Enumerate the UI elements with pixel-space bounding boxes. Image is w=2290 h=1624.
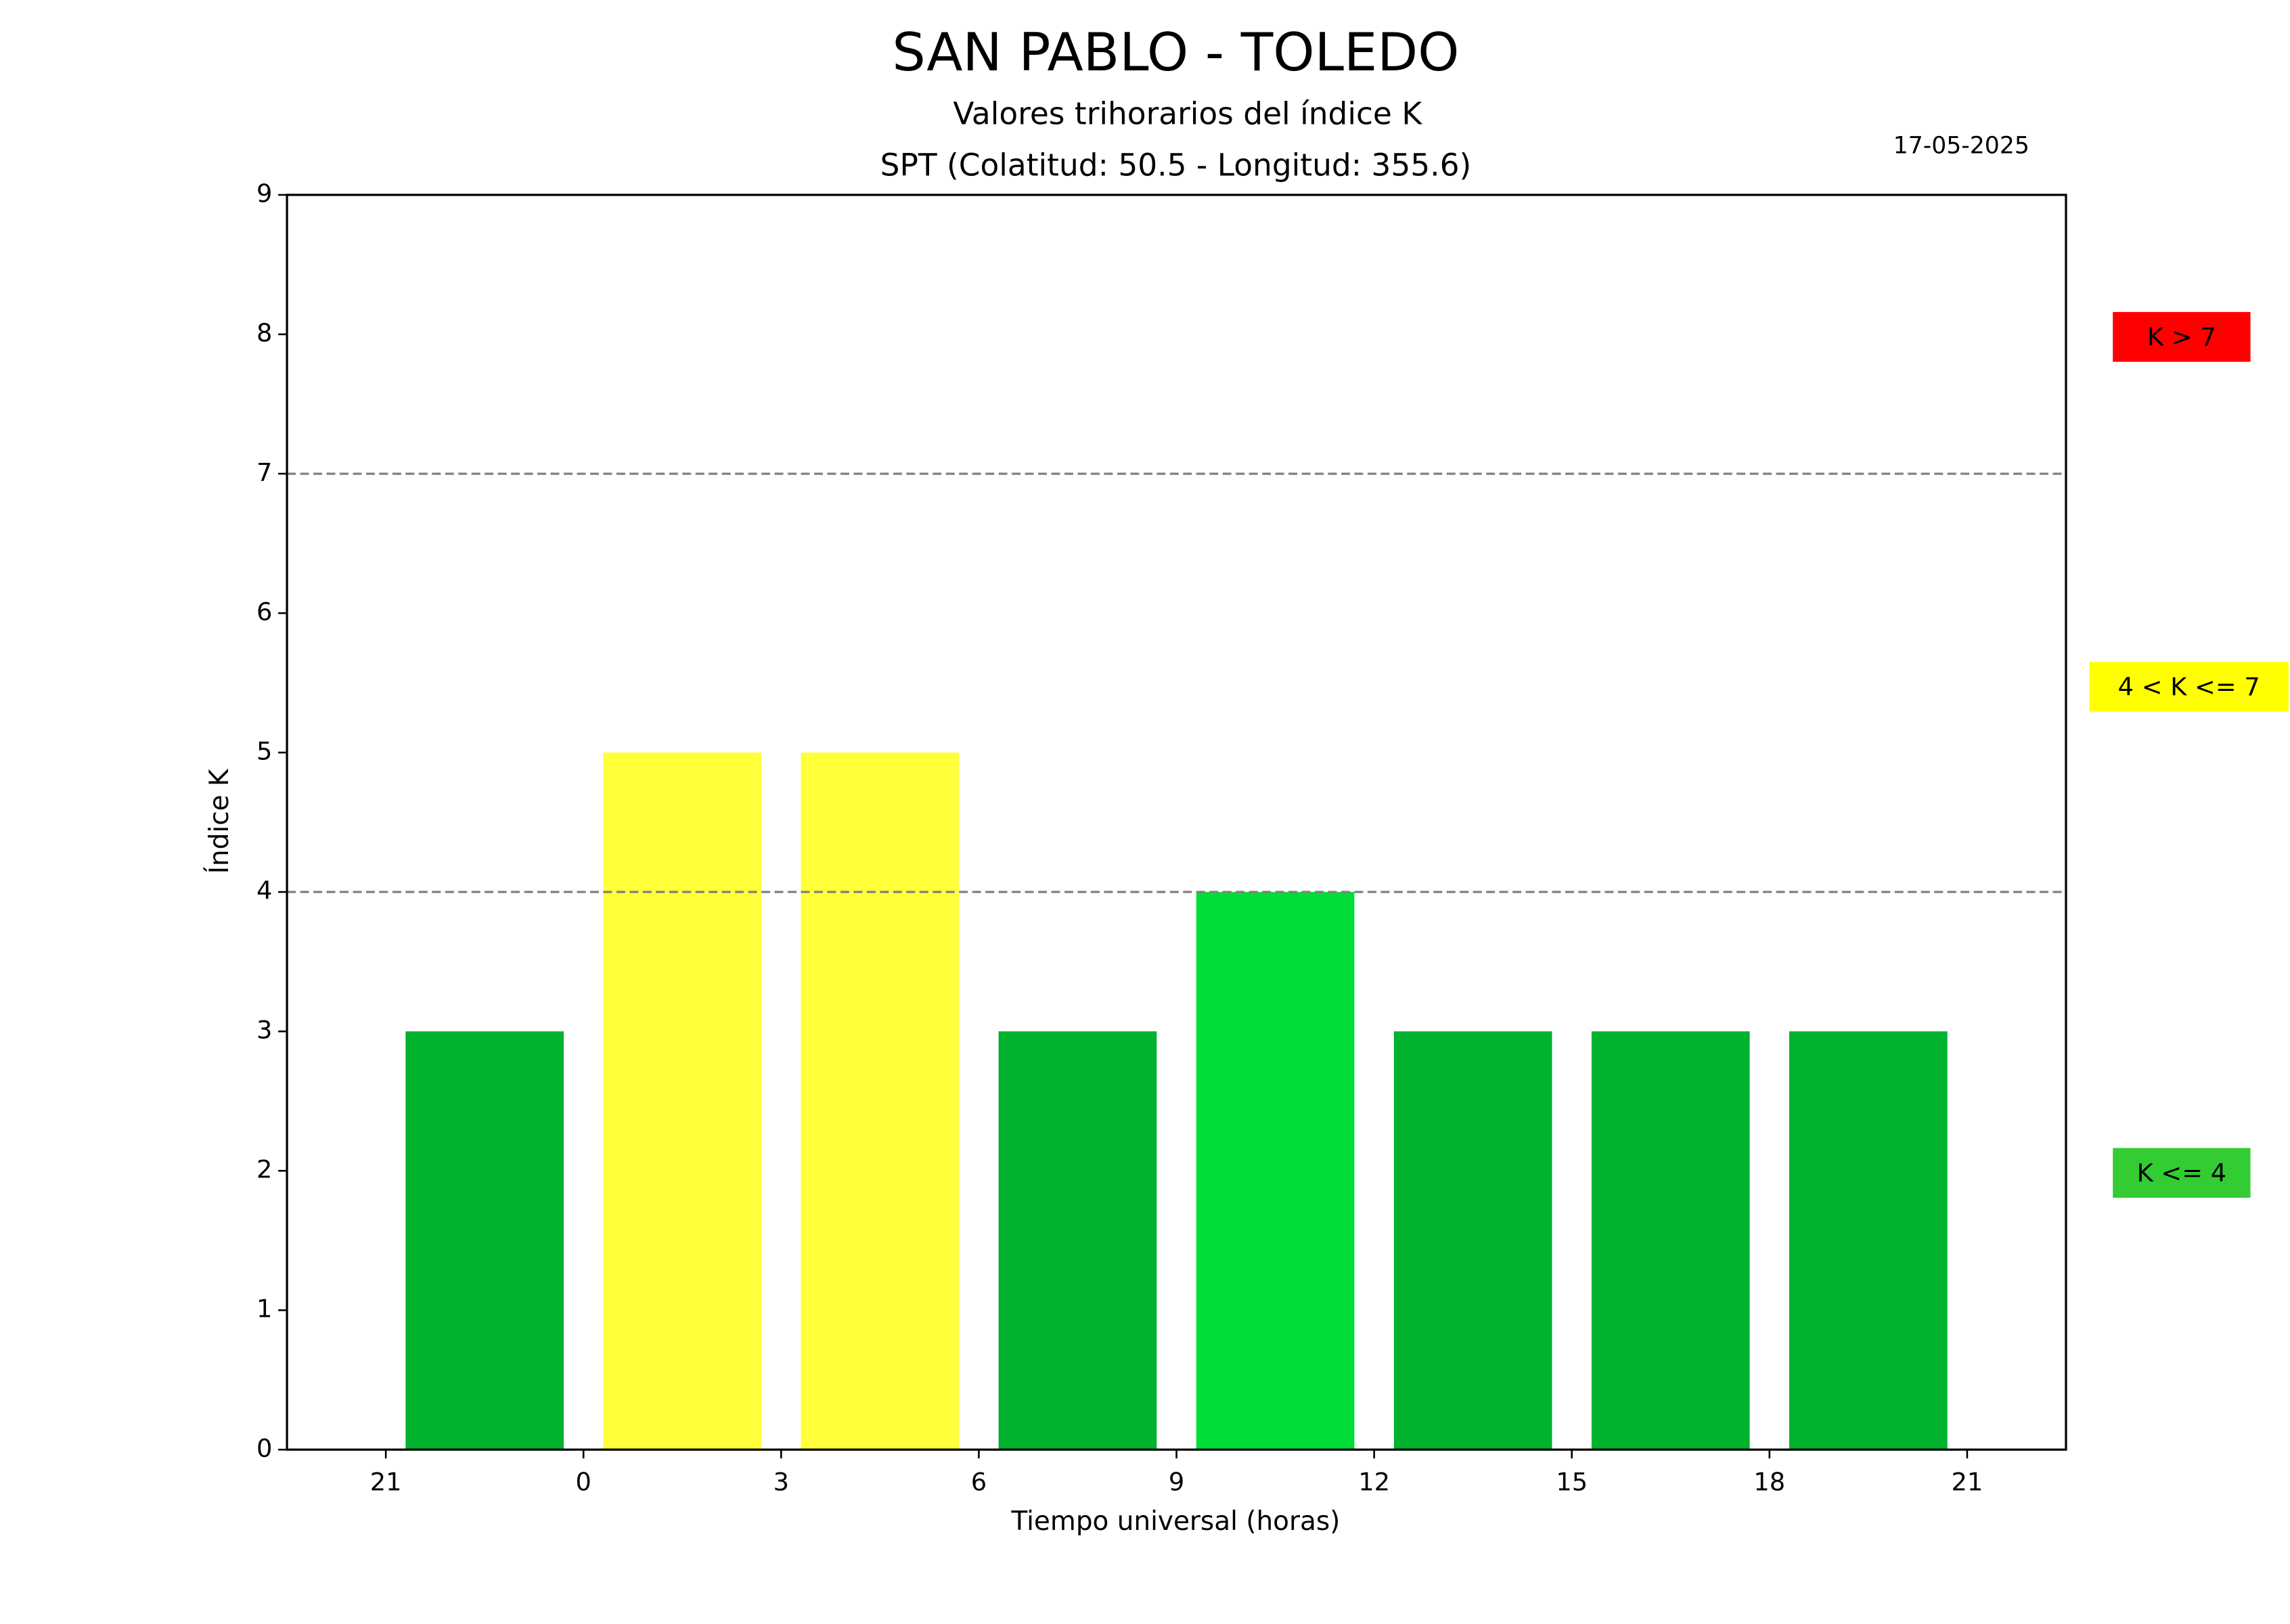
legend-label: K <= 4 [2137, 1158, 2227, 1188]
bar [1789, 1031, 1948, 1450]
legend-label: K > 7 [2147, 323, 2216, 352]
bar [801, 752, 960, 1450]
legend-box [2113, 1148, 2251, 1198]
x-axis-label: Tiempo universal (horas) [1011, 1506, 1341, 1537]
chart-subtitle: Valores trihorarios del índice K [953, 96, 1422, 132]
y-tick-label: 3 [256, 1016, 272, 1045]
plot-frame [286, 194, 2067, 1451]
bar [1591, 1031, 1750, 1450]
y-tick-label: 9 [256, 179, 272, 208]
y-tick-label: 7 [256, 458, 272, 487]
date: 17-05-2025 [1893, 133, 2029, 160]
legend-box [2089, 662, 2289, 712]
y-axis-label: Índice K [203, 768, 235, 874]
x-tick-label: 21 [370, 1468, 402, 1497]
y-tick-label: 0 [256, 1434, 272, 1463]
y-tick-label: 8 [256, 319, 272, 348]
x-tick-label: 3 [773, 1468, 789, 1497]
chart-title: SAN PABLO - TOLEDO [892, 22, 1459, 83]
legend-box [2113, 312, 2251, 362]
x-tick-label: 0 [576, 1468, 591, 1497]
y-tick-label: 4 [256, 876, 272, 905]
bar [405, 1031, 564, 1450]
y-tick-label: 1 [256, 1294, 272, 1324]
x-tick-label: 21 [1952, 1468, 1983, 1497]
bar [998, 1031, 1157, 1450]
y-tick-label: 6 [256, 597, 272, 627]
x-tick-label: 6 [971, 1468, 987, 1497]
bar [1393, 1031, 1552, 1450]
chart-subtitle: SPT (Colatitud: 50.5 - Longitud: 355.6) [880, 147, 1472, 183]
x-tick-label: 9 [1169, 1468, 1184, 1497]
x-tick-label: 15 [1556, 1468, 1588, 1497]
legend-label: 4 < K <= 7 [2118, 673, 2260, 702]
bar [1196, 892, 1355, 1450]
x-tick-label: 18 [1753, 1468, 1785, 1497]
bar [603, 752, 762, 1450]
x-tick-label: 12 [1358, 1468, 1390, 1497]
y-tick-label: 2 [256, 1155, 272, 1184]
y-tick-label: 5 [256, 737, 272, 766]
